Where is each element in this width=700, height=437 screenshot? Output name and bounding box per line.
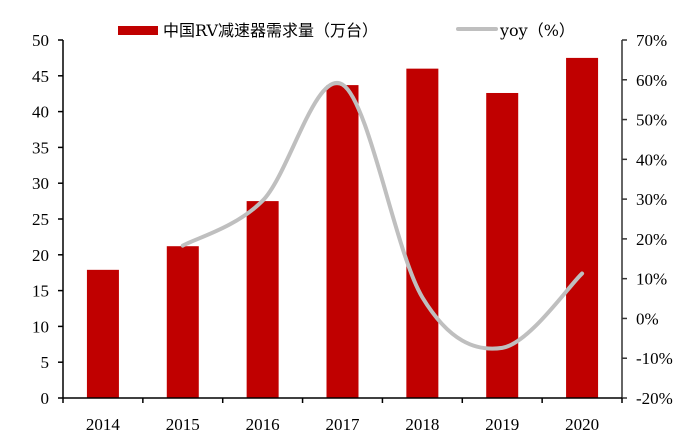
bar-2014 [86,269,119,398]
yoy-line [180,80,585,351]
left-tick-label: 15 [32,282,49,301]
x-tick-label: 2019 [485,415,519,434]
left-tick-label: 30 [32,174,49,193]
x-tick-label: 2020 [565,415,599,434]
left-tick-label: 5 [41,353,50,372]
right-tick-label: 40% [636,150,667,169]
right-tick-label: 50% [636,111,667,130]
left-tick-label: 35 [32,138,49,157]
left-tick-label: 50 [32,31,49,50]
right-tick-label: 30% [636,190,667,209]
left-tick-label: 10 [32,317,49,336]
x-tick-label: 2018 [405,415,439,434]
x-tick-label: 2014 [86,415,121,434]
right-tick-label: 10% [636,270,667,289]
legend: 中国RV减速器需求量（万台） yoy（%） [118,21,575,40]
x-tick-label: 2015 [166,415,200,434]
x-tick-label: 2016 [246,415,280,434]
left-tick-label: 45 [32,67,49,86]
legend-bar-label: 中国RV减速器需求量（万台） [163,21,378,40]
right-tick-label: 20% [636,230,667,249]
bar-2016 [246,201,279,398]
bar-2018 [406,68,439,398]
left-tick-label: 20 [32,246,49,265]
right-tick-label: 70% [636,31,667,50]
left-tick-label: 25 [32,210,49,229]
left-tick-label: 0 [41,389,50,408]
left-tick-label: 40 [32,103,49,122]
legend-bar-swatch [118,26,158,35]
right-tick-label: 0% [636,309,659,328]
x-tick-label: 2017 [326,415,361,434]
right-tick-label: -10% [636,349,673,368]
bar-2019 [486,92,519,398]
bar-series [86,57,599,399]
bar-2017 [326,85,359,398]
bar-2020 [566,57,599,399]
legend-line-label: yoy（%） [499,21,575,40]
bar-2015 [166,246,199,398]
right-tick-label: -20% [636,389,673,408]
right-tick-label: 60% [636,71,667,90]
